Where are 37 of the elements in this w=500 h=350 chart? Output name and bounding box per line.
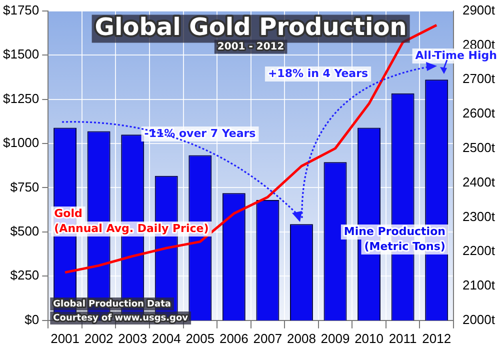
y-tick-label: $1250 [2, 90, 40, 106]
y2-tick-label: 2300t [462, 208, 496, 224]
x-tick-label: 2005 [186, 330, 215, 346]
annotation: Global Production Data [53, 299, 171, 310]
y-tick-label: $250 [10, 268, 40, 283]
annotation: All-Time High [415, 48, 497, 62]
y2-tick-label: 2100t [462, 278, 496, 293]
annotation: +18% in 4 Years [268, 66, 368, 80]
x-tick-label: 2006 [219, 330, 248, 346]
y-tick-label: $1000 [2, 135, 40, 150]
x-tick-label: 2008 [287, 330, 316, 346]
y2-tick-label: 2500t [462, 140, 496, 155]
x-tick-label: 2003 [118, 330, 148, 346]
y2-tick-label: 2700t [462, 71, 496, 86]
text: 2001 - 2012 [217, 41, 284, 52]
y-tick-label: $0 [24, 312, 40, 327]
x-tick-label: 2001 [50, 330, 80, 346]
x-tick-label: 2002 [84, 330, 114, 346]
y-tick-label: $750 [10, 179, 40, 194]
y2-tick-label: 2900t [462, 2, 496, 18]
chart-title: Global Gold Production [94, 13, 407, 42]
x-tick-label: 2009 [320, 330, 350, 346]
annotation: Courtesy of www.usgs.gov [53, 313, 188, 324]
y2-tick-label: 2600t [462, 106, 496, 121]
x-tick-label: 2012 [422, 330, 452, 346]
y2-tick-label: 2200t [462, 243, 496, 258]
y-tick-label: $500 [10, 224, 40, 239]
series-label: Gold (Annual Avg. Daily Price) [54, 206, 209, 235]
y-tick-label: $1500 [2, 46, 40, 62]
x-tick-label: 2011 [388, 330, 417, 346]
x-tick-label: 2010 [354, 330, 384, 346]
series-label: Mine Production (Metric Tons) [344, 224, 446, 253]
y2-tick-label: 2000t [462, 312, 496, 327]
x-tick-label: 2007 [253, 330, 282, 346]
y2-tick-label: 2400t [462, 174, 496, 190]
x-tick-label: 2004 [152, 330, 181, 346]
y-tick-label: $1750 [2, 2, 40, 18]
